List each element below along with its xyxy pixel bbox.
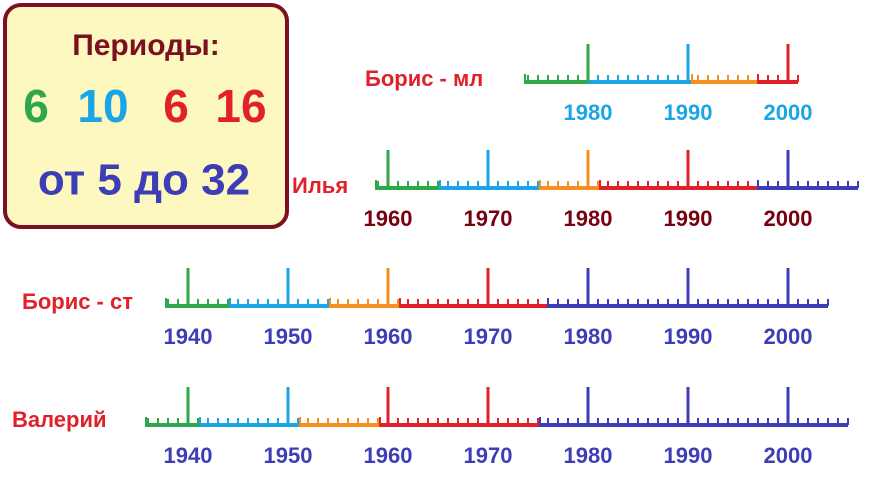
timeline-name: Борис - ст: [22, 289, 133, 314]
period: 10: [77, 80, 128, 132]
period: 6: [163, 80, 189, 132]
year-label: 1960: [364, 443, 413, 468]
box-title: Периоды:: [72, 29, 220, 62]
year-label: 2000: [764, 100, 813, 125]
year-label: 1980: [564, 324, 613, 349]
timeline-name: Валерий: [12, 407, 107, 432]
year-label: 1970: [464, 206, 513, 231]
year-label: 1990: [664, 443, 713, 468]
year-label: 2000: [764, 206, 813, 231]
year-label: 1940: [164, 443, 213, 468]
year-label: 1970: [464, 443, 513, 468]
year-label: 1960: [364, 324, 413, 349]
timeline-name: Илья: [292, 173, 348, 198]
year-label: 1950: [264, 443, 313, 468]
year-label: 2000: [764, 443, 813, 468]
timeline-name: Борис - мл: [365, 66, 483, 91]
year-label: 1990: [664, 324, 713, 349]
year-label: 2000: [764, 324, 813, 349]
info-box: [3, 3, 289, 229]
year-label: 1980: [564, 100, 613, 125]
year-label: 1960: [364, 206, 413, 231]
year-label: 1980: [564, 443, 613, 468]
period: 16: [215, 80, 266, 132]
year-label: 1980: [564, 206, 613, 231]
period: 6: [23, 80, 49, 132]
year-label: 1950: [264, 324, 313, 349]
year-label: 1940: [164, 324, 213, 349]
box-range: от 5 до 32: [38, 156, 250, 205]
year-label: 1990: [664, 206, 713, 231]
year-label: 1990: [664, 100, 713, 125]
year-label: 1970: [464, 324, 513, 349]
